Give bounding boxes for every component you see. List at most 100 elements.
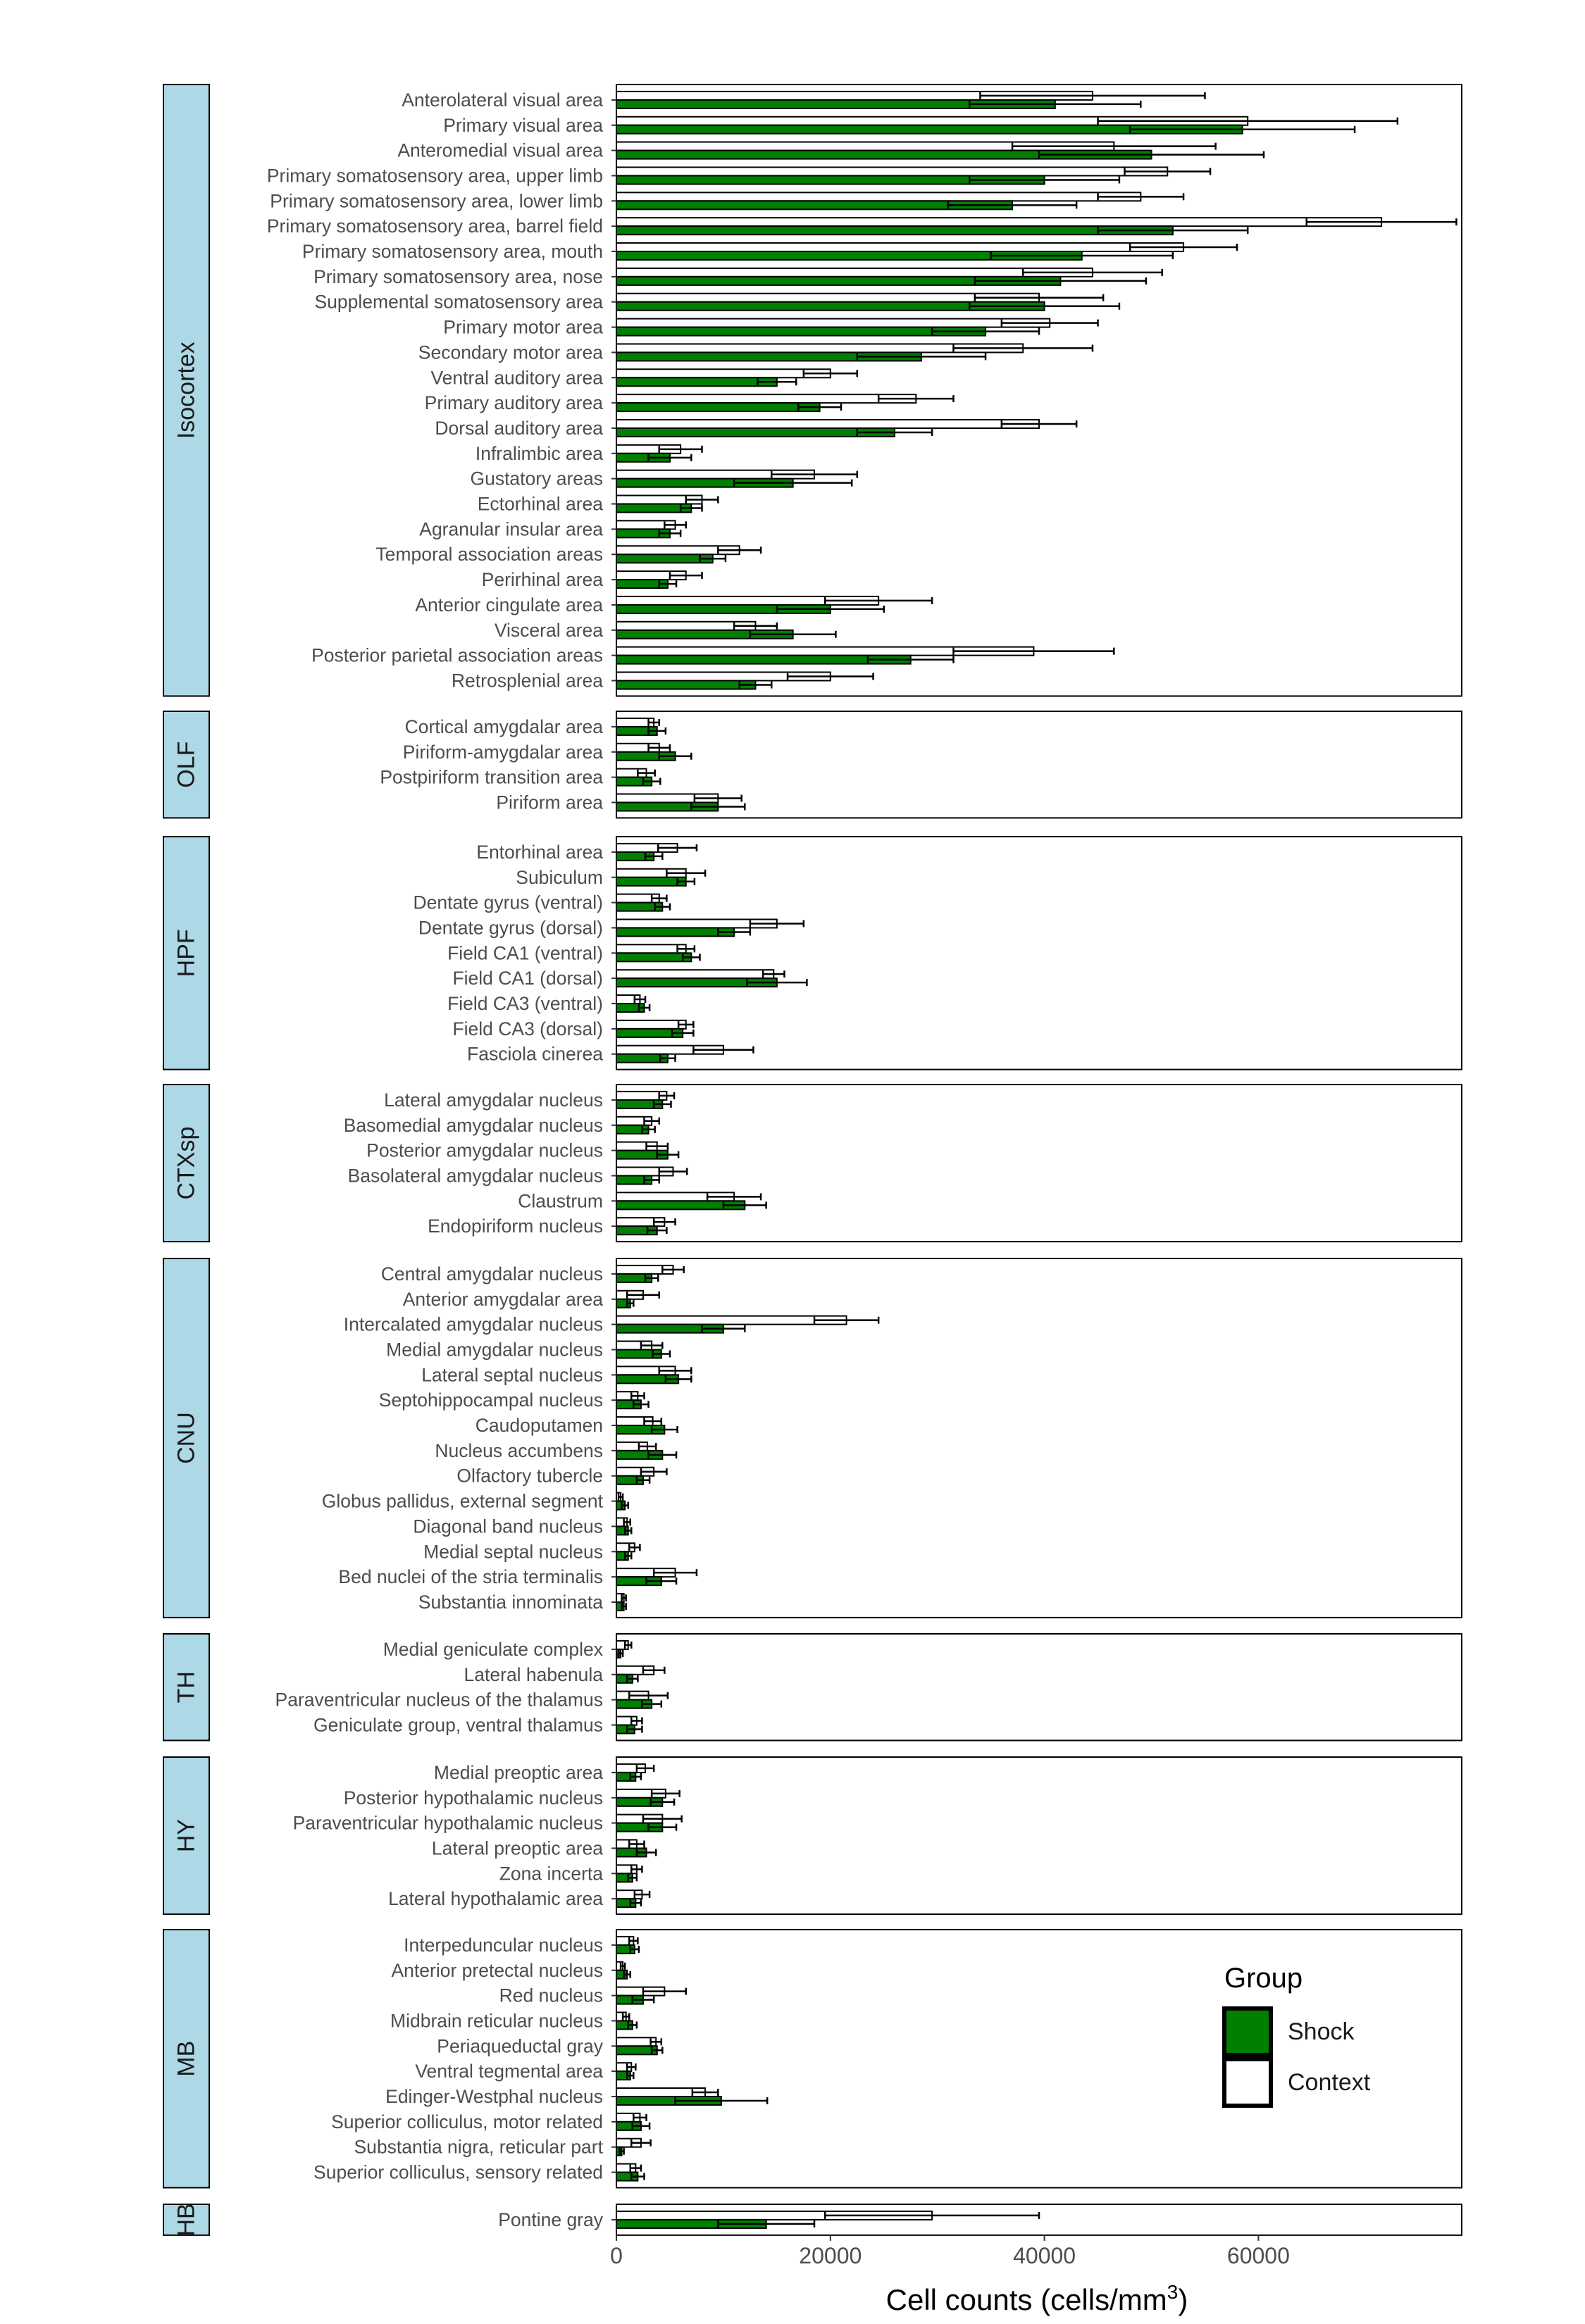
row-label: Primary visual area: [443, 115, 603, 136]
errorbar-shock: [856, 353, 987, 361]
errorbar-context: [649, 2038, 663, 2046]
errorbar-context: [677, 1020, 695, 1028]
panel-mb: MB Interpeduncular nucleus Anterior pretec…: [163, 1929, 1462, 2189]
row-label: Medial geniculate complex: [383, 1639, 603, 1660]
errorbar-shock: [733, 479, 853, 487]
errorbar-context: [952, 344, 1094, 352]
strip-label-hpf: HPF: [173, 929, 200, 977]
strip-isocortex: [163, 84, 210, 697]
errorbar-context: [802, 370, 859, 377]
row-label: Primary somatosensory area, mouth: [302, 241, 603, 262]
errorbar-shock: [638, 1004, 651, 1012]
errorbar-context: [706, 1193, 762, 1201]
errorbar-shock: [623, 1552, 633, 1560]
bar-shock: [616, 402, 821, 413]
legend: Group Shock Context: [1222, 1963, 1371, 2108]
row-label: Lateral amygdalar nucleus: [384, 1089, 603, 1111]
errorbar-shock: [629, 1899, 642, 1907]
errorbar-shock: [947, 201, 1078, 209]
errorbar-context: [633, 1891, 651, 1899]
row-label: Claustrum: [518, 1190, 603, 1211]
errorbar-context: [1129, 244, 1238, 251]
strip-label-cnu: CNU: [173, 1412, 200, 1464]
errorbar-shock: [1129, 125, 1356, 133]
errorbar-shock: [969, 302, 1121, 310]
errorbar-context: [813, 1316, 880, 1324]
row-label: Anterior pretectal nucleus: [392, 1960, 604, 1981]
errorbar-shock: [1038, 151, 1265, 158]
row-label: Ectorhinal area: [478, 494, 604, 515]
strip-label-th: TH: [173, 1671, 200, 1703]
row-label: Superior colliculus, motor related: [331, 2111, 603, 2132]
errorbar-context: [1305, 218, 1457, 226]
errorbar-shock: [659, 1054, 676, 1062]
row-label: Red nucleus: [499, 1985, 603, 2006]
errorbar-shock: [629, 1945, 640, 1953]
errorbar-shock: [722, 1201, 767, 1209]
errorbar-shock: [630, 2173, 645, 2180]
bar-shock: [616, 680, 757, 690]
strip-label-hy: HY: [173, 1819, 200, 1852]
row-label: Diagonal band nucleus: [413, 1516, 603, 1537]
row-label: Medial septal nucleus: [423, 1541, 603, 1562]
errorbar-shock: [658, 580, 678, 588]
strip-hy: [163, 1756, 210, 1916]
errorbar-shock: [690, 803, 746, 811]
errorbar-shock: [647, 727, 667, 735]
row-label: Posterior parietal association areas: [311, 645, 603, 666]
panel-isocortex: Isocortex Anterolateral visual area Primar…: [163, 84, 1462, 697]
errorbar-shock: [1097, 227, 1249, 235]
x-axis: 0 20000 40000 60000: [610, 2235, 1290, 2268]
row-label: Ventral tegmental area: [415, 2061, 603, 2082]
errorbar-context: [823, 2211, 1040, 2219]
errorbar-shock: [647, 1451, 678, 1458]
errorbar-context: [629, 2164, 642, 2172]
errorbar-context: [628, 1544, 641, 1551]
row-label: Olfactory tubercle: [456, 1466, 603, 1487]
row-label: Basolateral amygdalar nucleus: [348, 1165, 603, 1186]
errorbar-shock: [656, 1151, 680, 1158]
row-label: Retrosplenial area: [452, 670, 603, 691]
bar-context: [616, 368, 831, 379]
errorbar-context: [1097, 193, 1185, 201]
row-label: Field CA1 (dorsal): [452, 968, 603, 989]
row-label: Endopiriform nucleus: [428, 1216, 603, 1237]
errorbar-shock: [746, 979, 808, 987]
errorbar-context: [661, 1266, 685, 1273]
row-label: Entorhinal area: [476, 842, 603, 863]
row-label: Primary somatosensory area, nose: [313, 266, 603, 287]
bar-shock: [616, 654, 912, 665]
errorbar-context: [692, 1046, 754, 1054]
row-label: Anterolateral visual area: [402, 89, 603, 111]
errorbar-context: [762, 970, 785, 978]
errorbar-context: [623, 1518, 631, 1526]
errorbar-shock: [974, 277, 1148, 285]
errorbar-context: [617, 1493, 624, 1501]
panel-bars: [616, 1264, 880, 1611]
row-label: Anterior cingulate area: [415, 594, 603, 616]
errorbar-context: [1000, 420, 1078, 427]
errorbar-context: [628, 1692, 669, 1699]
errorbar-shock: [621, 1602, 627, 1610]
errorbar-context: [657, 844, 698, 851]
facet-panels: Isocortex Anterolateral visual area Primar…: [163, 84, 1462, 2237]
errorbar-context: [666, 869, 707, 877]
x-axis-title-superscript: 3: [1167, 2281, 1179, 2303]
errorbar-shock: [619, 2147, 625, 2155]
row-label: Zona incerta: [499, 1863, 604, 1884]
row-label: Lateral septal nucleus: [421, 1364, 603, 1385]
errorbar-shock: [631, 1996, 655, 2004]
errorbar-context: [637, 769, 656, 777]
legend-key-context: [1222, 2057, 1273, 2108]
errorbar-context: [823, 596, 933, 604]
row-label: Cortical amygdalar area: [405, 716, 604, 737]
errorbar-context: [621, 1594, 627, 1601]
strip-label-mb: MB: [173, 2041, 200, 2077]
x-tick-label: 0: [610, 2243, 623, 2268]
errorbar-context: [733, 622, 778, 630]
row-label: Nucleus accumbens: [435, 1440, 603, 1461]
errorbar-context: [643, 1418, 663, 1425]
errorbar-shock: [633, 1401, 649, 1408]
errorbar-context: [1000, 319, 1099, 327]
